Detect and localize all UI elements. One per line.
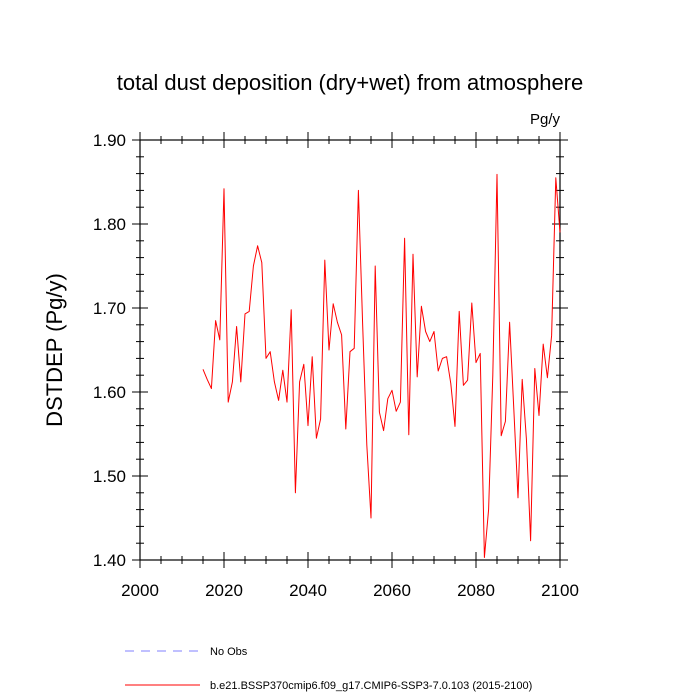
- y-axis-label: DSTDEP (Pg/y): [42, 273, 67, 427]
- legend-label-model: b.e21.BSSP370cmip6.f09_g17.CMIP6-SSP3-7.…: [210, 680, 532, 692]
- y-tick-label: 1.80: [93, 215, 126, 234]
- x-tick-label: 2080: [457, 581, 495, 600]
- tick-labels: 2000 2020 2040 2060 2080 2100 1.40 1.50 1.60 1.70…: [93, 131, 579, 600]
- legend: No Obs b.e21.BSSP370cmip6.f09_g17.CMIP6-…: [125, 646, 532, 692]
- x-tick-label: 2060: [373, 581, 411, 600]
- legend-label-no-obs: No Obs: [210, 646, 248, 658]
- x-tick-label: 2100: [541, 581, 579, 600]
- x-tick-label: 2000: [121, 581, 159, 600]
- y-tick-label: 1.40: [93, 551, 126, 570]
- axis-ticks: [132, 132, 568, 568]
- chart-title: total dust deposition (dry+wet) from atm…: [117, 70, 584, 95]
- series-layer: [202, 173, 561, 558]
- y-tick-label: 1.70: [93, 299, 126, 318]
- x-tick-label: 2040: [289, 581, 327, 600]
- y-tick-label: 1.60: [93, 383, 126, 402]
- series-line-0: [202, 173, 561, 558]
- y-tick-label: 1.50: [93, 467, 126, 486]
- units-label: Pg/y: [530, 111, 561, 128]
- x-tick-label: 2020: [205, 581, 243, 600]
- y-tick-label: 1.90: [93, 131, 126, 150]
